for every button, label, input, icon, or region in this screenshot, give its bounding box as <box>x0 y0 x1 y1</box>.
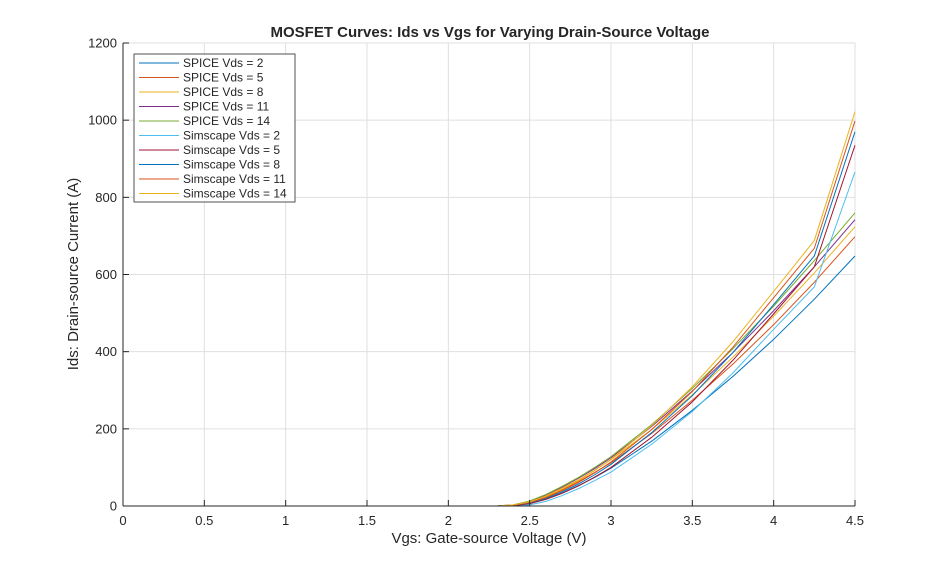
x-tick-label: 0.5 <box>195 513 213 528</box>
y-tick-label: 1200 <box>88 36 117 51</box>
y-axis-label: Ids: Drain-source Current (A) <box>65 178 82 371</box>
y-tick-label: 400 <box>95 344 117 359</box>
x-axis-label: Vgs: Gate-source Voltage (V) <box>391 530 586 547</box>
legend-label: Simscape Vds = 8 <box>183 158 280 172</box>
x-tick-label: 4.5 <box>846 513 864 528</box>
legend-label: SPICE Vds = 14 <box>183 114 270 128</box>
x-tick-label: 3 <box>607 513 614 528</box>
y-tick-label: 600 <box>95 267 117 282</box>
x-tick-label: 2.5 <box>521 513 539 528</box>
y-tick-label: 0 <box>110 499 117 514</box>
x-tick-label: 1 <box>282 513 289 528</box>
chart-title: MOSFET Curves: Ids vs Vgs for Varying Dr… <box>271 24 710 41</box>
legend-label: Simscape Vds = 5 <box>183 143 280 157</box>
legend-label: SPICE Vds = 8 <box>183 85 264 99</box>
y-tick-label: 200 <box>95 421 117 436</box>
x-tick-label: 4 <box>770 513 777 528</box>
x-tick-label: 1.5 <box>358 513 376 528</box>
legend-label: Simscape Vds = 14 <box>183 187 287 201</box>
y-tick-label: 1000 <box>88 113 117 128</box>
legend-label: SPICE Vds = 11 <box>183 100 269 114</box>
legend-label: Simscape Vds = 2 <box>183 129 280 143</box>
x-tick-label: 2 <box>445 513 452 528</box>
x-tick-label: 0 <box>119 513 126 528</box>
legend-box <box>133 53 296 203</box>
legend-label: Simscape Vds = 11 <box>183 172 286 186</box>
x-tick-label: 3.5 <box>683 513 701 528</box>
y-tick-label: 800 <box>95 190 117 205</box>
legend-label: SPICE Vds = 5 <box>183 71 264 85</box>
x-axis-ticks: 0 0.5 1 1.5 2 2.5 3 3.5 4 4.5 <box>119 500 864 528</box>
legend-label: SPICE Vds = 2 <box>183 56 264 70</box>
y-axis-ticks: 0 200 400 600 800 1000 1200 <box>88 36 129 514</box>
